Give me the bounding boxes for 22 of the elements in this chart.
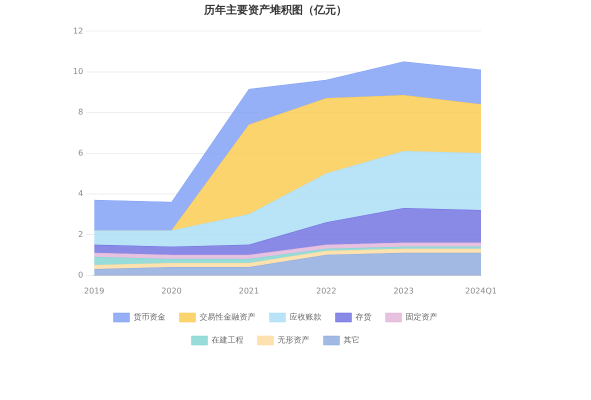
legend-label: 应收账款: [290, 312, 322, 322]
y-tick-label: 2: [78, 230, 84, 239]
legend-label: 其它: [344, 336, 360, 345]
x-tick-label: 2019: [84, 286, 104, 296]
legend-label: 货币资金: [134, 312, 166, 322]
x-tick-label: 2024Q1: [465, 286, 497, 296]
x-tick-label: 2021: [238, 286, 260, 296]
x-tick-label: 2023: [393, 286, 414, 296]
y-tick-label: 8: [78, 108, 84, 117]
legend-label: 交易性金融资产: [200, 312, 256, 322]
legend-label: 在建工程: [212, 336, 244, 345]
x-tick-label: 2022: [316, 286, 336, 296]
x-tick-label: 2020: [161, 286, 182, 296]
chart-title: 历年主要资产堆积图（亿元）: [203, 3, 347, 16]
legend-label: 固定资产: [406, 312, 438, 322]
legend-label: 存货: [356, 312, 372, 322]
y-tick-label: 12: [72, 26, 84, 36]
legend-label: 无形资产: [278, 336, 310, 345]
y-tick-label: 4: [78, 189, 84, 198]
y-tick-label: 10: [72, 66, 84, 76]
y-tick-label: 0: [78, 270, 84, 280]
y-tick-label: 6: [78, 148, 84, 158]
